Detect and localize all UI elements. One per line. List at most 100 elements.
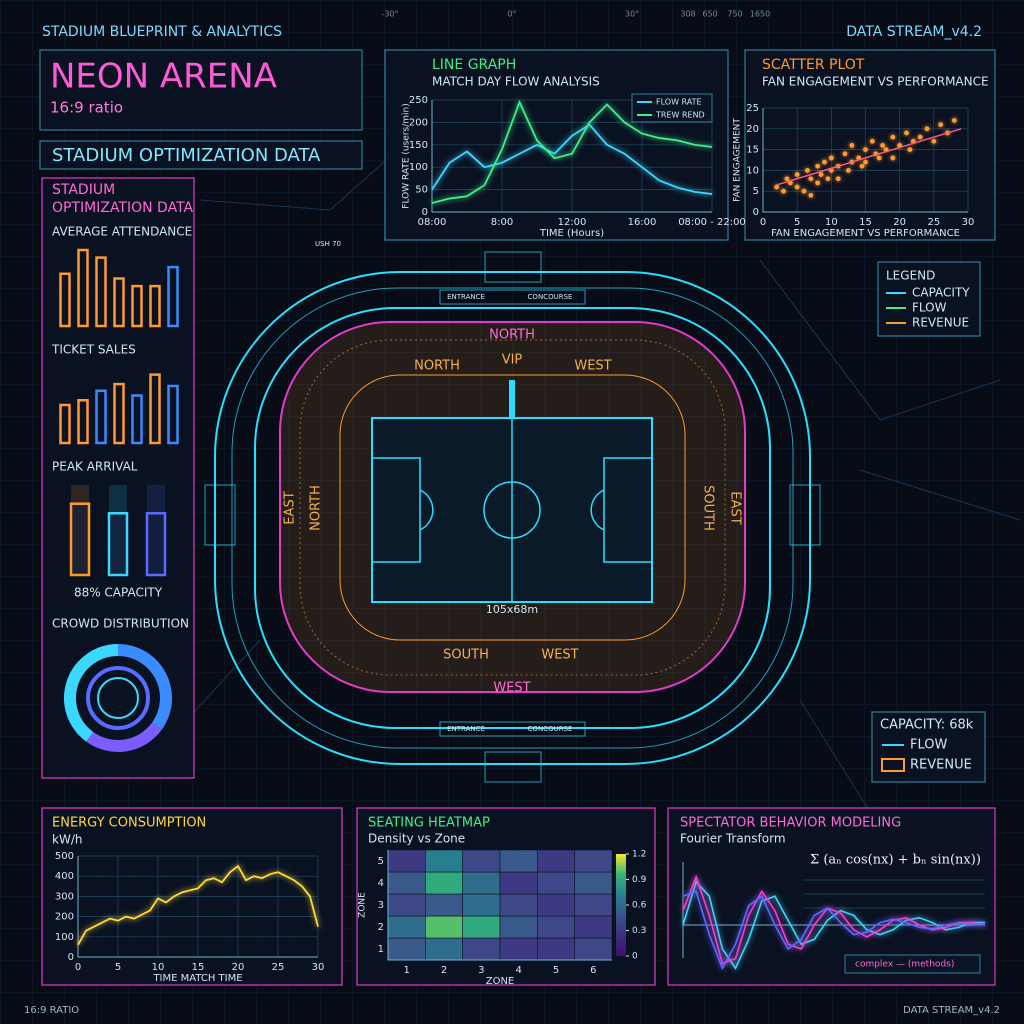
banner-panel [39,140,363,170]
zone-label: SOUTH [701,485,716,531]
wave-series [682,890,986,971]
line-series [431,99,713,204]
footer-left: 16:9 RATIO [24,1005,79,1016]
colorbar-label: 0.6 [632,901,647,911]
line-series [77,864,319,946]
title-panel [39,49,363,131]
heat-cell [574,937,613,961]
scatter-point [890,134,896,140]
bar [131,394,143,445]
y-tick-label: 0 [753,207,759,218]
x-tick-label: 12:00 [558,217,587,228]
x-tick-label: 15 [192,962,205,973]
ratio: 16:9 ratio [50,99,123,117]
bar [131,284,143,328]
footer-right: DATA STREAM_v4.2 [903,1005,1000,1016]
city-lines [149,129,1021,861]
heat-cell [499,937,538,961]
chart-title: LINE GRAPH [432,57,516,73]
legend-label: REVENUE [912,316,969,330]
bar [113,277,125,328]
chart-title: SCATTER PLOT [762,57,865,73]
bar [167,384,179,445]
heat-cell [499,849,538,873]
x-tick-label: 20 [232,962,245,973]
legend-label: FLOW RATE [656,98,702,107]
ruler-label: 30° [625,10,639,19]
banner: STADIUM OPTIMIZATION DATA [52,145,321,166]
zone-label: CONCOURSE [528,725,573,733]
bar [77,399,89,445]
x-tick-label: 6 [590,965,596,976]
bar [167,265,179,328]
x-tick-label: 5 [553,965,559,976]
y-tick-label: 300 [55,891,74,902]
donut-ring [97,677,139,719]
axis [77,856,318,958]
x-axis-label: FAN ENGAGEMENT VS PERFORMANCE [771,228,960,239]
scatter-point [805,168,810,173]
bar [113,382,125,445]
heat-cell [574,893,613,917]
zone-label: EAST [283,491,298,524]
heat-cell [537,915,575,939]
zone-label: ENTRANCE [447,293,485,301]
scatter-point [818,172,824,177]
x-tick-label: 16:00 [628,217,657,228]
scatter-point [808,192,814,198]
heat-cell [462,937,501,961]
heat-cell [425,871,463,895]
bar [69,502,91,577]
x-axis-label: TIME MATCH TIME [152,973,242,984]
scatter-point [822,159,827,165]
bar [149,284,161,328]
scatter-point [951,118,957,123]
scatter-point [846,168,851,173]
x-tick-label: 8:00 [491,217,513,228]
scatter-point [863,159,868,165]
donut-ring [86,666,150,730]
y-tick-label: 100 [409,162,428,173]
chart-subtitle: Density vs Zone [368,832,465,846]
x-tick-label: 10 [825,217,838,228]
ruler-label: 1650 [750,10,770,19]
scatter-point [849,143,855,148]
scatter-point [794,184,800,190]
x-tick-label: 5 [115,962,121,973]
heat-cell [462,893,501,917]
stadium [204,251,821,783]
heat-cell [387,893,426,917]
legend-swatch [881,758,905,772]
heat-cell [387,937,426,961]
ruler-label: 0° [507,10,516,19]
zone-label: NORTH [309,485,324,531]
zone-label: NORTH [414,359,460,374]
y-tick-label: 400 [55,871,74,882]
colorbar-label: 0 [632,952,638,962]
scatter-point [924,126,930,132]
zone-label: WEST [574,359,611,374]
scatter-point [825,176,831,182]
scatter-point [917,134,923,140]
scatter-point [938,122,944,128]
scatter-point [781,188,786,194]
scatter-point [815,180,821,186]
heat-cell [387,915,426,939]
donut-slice [64,644,119,742]
bar [145,512,167,577]
heat-cell [425,849,463,873]
y-tick-label: 0 [68,952,74,963]
chart-subtitle: FAN ENGAGEMENT VS PERFORMANCE [762,75,989,89]
x-tick-label: 08:00 - 22:00 [678,217,746,228]
left-title: STADIUM [52,182,115,198]
x-tick-label: 30 [962,217,975,228]
chart-subtitle: kW/h [52,833,82,847]
zone-label: 105x68m [486,603,538,616]
x-axis-label: ZONE [486,976,515,987]
heat-cell [387,871,426,895]
x-axis-label: TIME (Hours) [539,228,604,239]
heat-cell [574,849,613,873]
formula: Σ (aₙ cos(nx) + bₙ sin(nx)) [810,853,981,868]
chart-title: SPECTATOR BEHAVIOR MODELING [680,816,901,831]
heat-cell [537,893,575,917]
